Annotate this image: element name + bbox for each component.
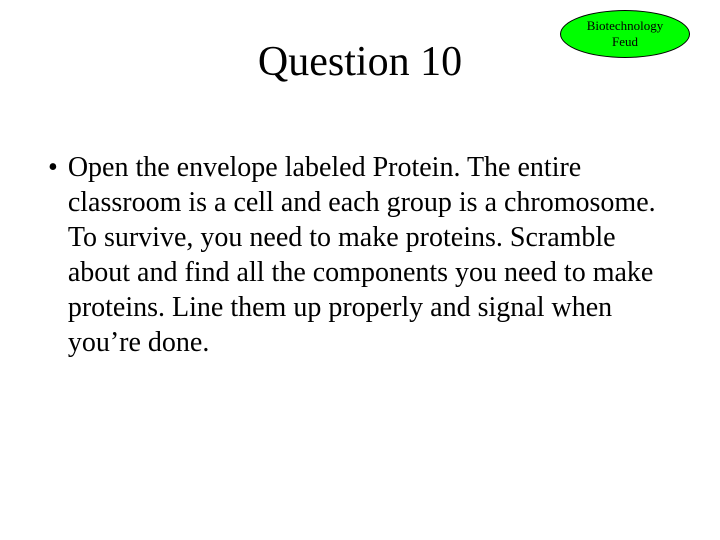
bullet-item: • Open the envelope labeled Protein. The… (48, 150, 680, 360)
content-area: • Open the envelope labeled Protein. The… (48, 150, 680, 360)
bullet-text: Open the envelope labeled Protein. The e… (68, 150, 680, 360)
badge-line1: Biotechnology (587, 18, 664, 34)
page-title: Question 10 (0, 38, 720, 86)
bullet-marker: • (48, 150, 58, 185)
